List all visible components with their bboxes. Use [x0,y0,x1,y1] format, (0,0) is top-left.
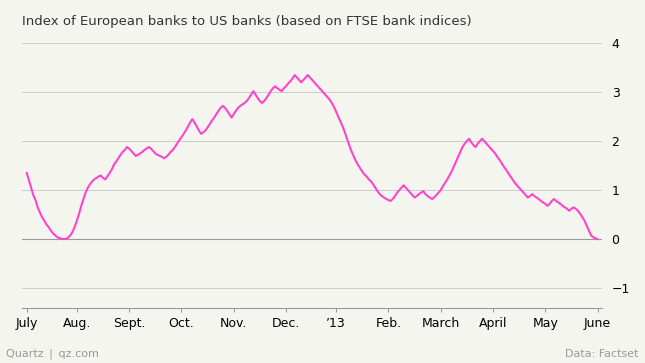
Text: Data: Factset: Data: Factset [565,349,639,359]
Text: Quartz | qz.com: Quartz | qz.com [6,349,99,359]
Text: Index of European banks to US banks (based on FTSE bank indices): Index of European banks to US banks (bas… [23,15,472,28]
